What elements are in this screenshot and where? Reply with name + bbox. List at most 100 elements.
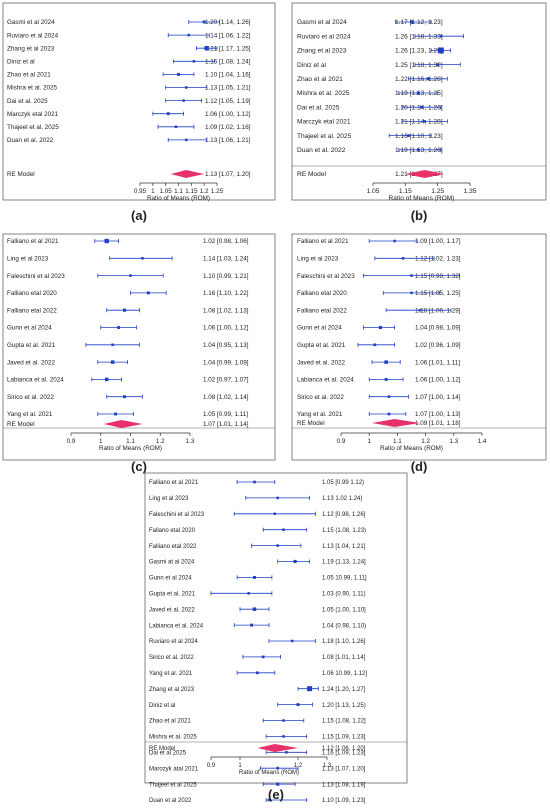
model-diamond <box>103 420 143 428</box>
study-ci-text: 1.15 [1.05, 1.25] <box>415 290 461 297</box>
x-tick-label: 0.95 <box>134 188 147 195</box>
point-estimate <box>110 360 115 364</box>
x-tick-label: 1.2 <box>294 763 303 769</box>
study-label: Yang et al. 2021 <box>297 411 343 418</box>
x-tick-label: 1 <box>367 438 371 445</box>
forest-panel-1: Gasmi et al 2024 1.20 [1.14, 1.26] Ruviaro… <box>2 2 276 223</box>
study-row: Zhang et al 2023 1.24 [1.20, 1.27] <box>149 686 366 693</box>
study-ci-text: 1.02 [0.98, 1.06] <box>203 238 249 245</box>
study-row: Gunn et al 2024 1.06 [1.00, 1.12] <box>7 325 249 332</box>
x-tick-label: 1.2 <box>200 188 209 195</box>
x-tick-label: 1.3 <box>323 763 332 769</box>
x-tick-label: 0.9 <box>207 763 216 769</box>
point-estimate <box>282 735 285 738</box>
study-row: Ling et al 2023 1.12 [1.02, 1.23] <box>297 256 461 263</box>
study-ci-text: 1.25 [1.18, 1.32] <box>395 62 443 69</box>
study-ci-text: 1.20 [1.13, 1.25) <box>322 703 366 709</box>
point-estimate <box>276 544 279 547</box>
study-label: Sirico et al. 2022 <box>7 394 54 401</box>
study-row: Ruviaro et al 2024 1.14 [1.06, 1.22] <box>7 32 251 39</box>
point-estimate <box>256 671 259 675</box>
study-row: Gupta et al. 2021 1.04 [0.95, 1.13] <box>7 342 249 349</box>
study-row: Sirico et al. 2022 1.07 [1.00, 1.14] <box>297 394 461 401</box>
point-estimate <box>387 412 391 416</box>
point-estimate <box>184 86 188 89</box>
point-estimate <box>439 34 443 38</box>
study-label: Faleschini et al 2023 <box>149 512 205 518</box>
model-diamond <box>372 419 420 427</box>
study-row: Marczyk etal 2021 1.06 [1.00, 1.12] <box>7 111 251 118</box>
point-estimate <box>276 496 279 500</box>
study-ci-text: 1.05 [0.99 1.12) <box>322 480 364 486</box>
point-estimate <box>166 112 170 116</box>
study-row: Gunn et al 2024 1.04 [0.98, 1.09] <box>297 325 461 332</box>
model-ci-text: 1.09 [1.01, 1.18] <box>415 420 461 427</box>
point-estimate <box>253 480 256 484</box>
study-label: Yang et al. 2021 <box>149 671 193 677</box>
x-tick-label: 1.25 <box>431 188 444 195</box>
model-label: RE Model <box>297 420 325 427</box>
study-label: Labianca et al. 2024 <box>297 377 354 384</box>
point-estimate <box>290 639 294 643</box>
study-label: Faleschini et al 2023 <box>7 273 65 280</box>
point-estimate <box>282 719 285 722</box>
x-tick-label: 1.2 <box>156 438 165 445</box>
point-estimate <box>285 751 288 754</box>
study-ci-text: 1.10 [1.09, 1.23] <box>322 798 366 804</box>
model-ci-text: 1.13 [1.07, 1.20] <box>205 171 251 178</box>
point-estimate <box>117 326 121 329</box>
point-estimate <box>276 782 280 786</box>
study-label: Falliano etal 2022 <box>297 307 347 314</box>
study-row: Javed et al. 2022 1.04 [0.99, 1.09] <box>7 359 249 366</box>
point-estimate <box>384 377 388 381</box>
model-label: RE Model <box>7 421 35 428</box>
study-label: Mishra et al. 2025 <box>149 735 197 741</box>
study-row: Faleschini et al 2023 1.10 [0.99, 1.21] <box>7 273 249 280</box>
study-label: Gasmi et al 2024 <box>297 19 347 26</box>
study-ci-text: 1.08 [1.02, 1.14] <box>203 394 249 401</box>
forest-panel-5: Falliano et al 2021 1.05 [0.99 1.12) Ling … <box>144 472 408 804</box>
point-estimate <box>420 105 423 109</box>
study-row: Labianca et al. 2024 1.04 (0.98, 1.10) <box>149 623 366 629</box>
study-ci-text: 1.17 [1.12, 1.23] <box>395 19 443 26</box>
x-tick-label: 1.3 <box>186 438 195 445</box>
point-estimate <box>410 291 413 295</box>
panel-label: (a) <box>131 208 147 223</box>
study-label: Labianca et al. 2024 <box>149 623 204 629</box>
study-ci-text: 1.18 [1.06, 1.29] <box>415 307 461 314</box>
study-label: Zhang et al 2023 <box>297 48 347 55</box>
point-estimate <box>418 308 422 312</box>
study-label: Gupta et al. 2021 <box>297 342 346 349</box>
study-ci-text: 1.06 [1.00, 1.12] <box>203 325 249 332</box>
study-ci-text: 1.26 [1.23, 1.29] <box>395 48 443 55</box>
x-axis-label: Ratio of Means (ROM) <box>99 445 162 452</box>
model-ci-text: 1.12 [1.06, 1.20] <box>322 746 366 752</box>
study-row: Labianca et al. 2024 1.06 [1.00, 1.12] <box>297 377 461 384</box>
study-row: Sirico et al. 2022 1.08 [1.01, 1.14] <box>149 654 366 661</box>
study-ci-text: 1.13 [1.08, 1.19] <box>322 782 366 788</box>
study-label: Marczyk etal 2021 <box>297 119 351 126</box>
study-ci-text: 1.13 1.02 1.24) <box>322 496 362 502</box>
study-row: Zhao et al 2021 1.10 [1.04, 1.16] <box>7 72 251 79</box>
point-estimate <box>282 528 285 531</box>
study-row: Dai et al 2025 1.16 [1.09, 1.23] <box>149 750 366 757</box>
study-ci-text: 1.05 (1.00, 1.10] <box>322 607 366 613</box>
study-ci-text: 1.04 [0.99, 1.09] <box>203 359 249 366</box>
study-row: Gasmi et al 2024 1.20 [1.14, 1.26] <box>7 19 251 26</box>
point-estimate <box>401 257 405 260</box>
point-estimate <box>204 46 209 51</box>
study-label: Falliano etal 2020 <box>297 290 347 297</box>
study-ci-text: 1.08 [1.02, 1.13] <box>203 307 249 314</box>
x-axis-label: Ratio of Means (ROM) <box>239 770 299 776</box>
study-row: Faleschini et al 2023 1.12 [0.98, 1.26] <box>149 511 366 518</box>
study-label: Duan et al. 2022 <box>297 147 346 154</box>
study-ci-text: 1.12 [1.02, 1.23] <box>415 256 461 263</box>
point-estimate <box>296 703 300 707</box>
study-row: Duan et al 2022 1.10 [1.09, 1.23] <box>149 798 366 804</box>
point-estimate <box>247 592 250 595</box>
study-ci-text: 1.13 [1.04, 1.21] <box>322 544 366 550</box>
study-row: Falliano etal 2020 1.16 [1.10, 1.22] <box>7 290 249 297</box>
study-label: Ruviaro et al 2024 <box>7 32 59 39</box>
point-estimate <box>122 308 127 312</box>
